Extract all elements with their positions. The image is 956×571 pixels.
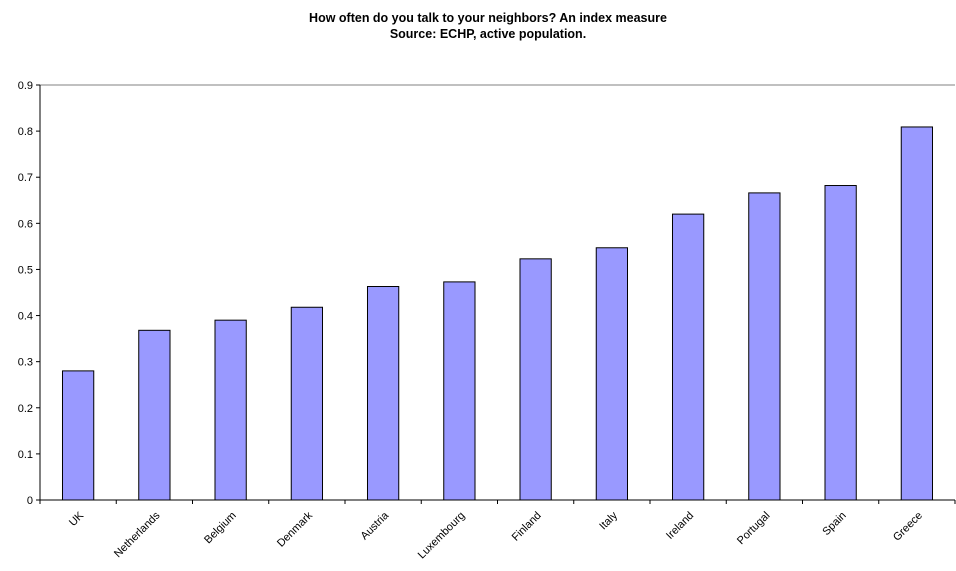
chart-title: How often do you talk to your neighbors?… bbox=[309, 11, 667, 25]
bar-finland bbox=[519, 258, 552, 501]
bar-denmark bbox=[290, 306, 324, 501]
x-tick-label: Greece bbox=[891, 510, 925, 544]
bar-italy bbox=[595, 247, 629, 501]
x-tick-labels: UK Netherlands Belgium Denmark Austria Luxemb… bbox=[67, 509, 925, 561]
x-tick-label: Austria bbox=[359, 509, 392, 542]
bar-spain bbox=[824, 185, 857, 501]
bar-greece bbox=[900, 126, 934, 501]
y-tick-label: 0.7 bbox=[18, 172, 33, 184]
bar-netherlands bbox=[138, 329, 171, 501]
chart-title-block: How often do you talk to your neighbors?… bbox=[0, 10, 956, 42]
x-tick-label: Portugal bbox=[735, 510, 772, 547]
chart-subtitle: Source: ECHP, active population. bbox=[389, 27, 587, 41]
x-axis bbox=[39, 499, 956, 504]
x-tick-label: Netherlands bbox=[112, 509, 163, 560]
y-axis: 0 0.1 0.2 0.3 0.4 0.5 0.6 0.7 0.8 0.9 bbox=[18, 80, 41, 507]
y-tick-label: 0.1 bbox=[18, 449, 33, 461]
y-tick-label: 0.6 bbox=[18, 218, 33, 230]
bars bbox=[61, 126, 934, 501]
bar-belgium bbox=[214, 319, 247, 501]
bar-portugal bbox=[748, 192, 781, 501]
y-tick-label: 0 bbox=[27, 495, 33, 507]
x-tick-label: Denmark bbox=[275, 509, 315, 549]
x-tick-label: Belgium bbox=[202, 510, 239, 547]
y-tick-label: 0.3 bbox=[18, 357, 33, 369]
bar-uk bbox=[61, 370, 95, 501]
x-tick-label: Finland bbox=[510, 510, 544, 544]
y-tick-label: 0.5 bbox=[18, 264, 33, 276]
x-tick-label: Luxembourg bbox=[416, 510, 468, 562]
y-tick-label: 0.9 bbox=[18, 80, 33, 92]
x-tick-label: UK bbox=[67, 509, 87, 529]
y-tick-label: 0.2 bbox=[18, 403, 33, 415]
y-tick-label: 0.4 bbox=[18, 311, 33, 323]
bar-ireland bbox=[671, 213, 705, 501]
x-tick-label: Spain bbox=[820, 510, 848, 538]
y-tick-label: 0.8 bbox=[18, 126, 33, 138]
bar-luxembourg bbox=[443, 281, 476, 501]
x-tick-label: Ireland bbox=[664, 510, 696, 542]
x-tick-label: Italy bbox=[597, 509, 620, 532]
bar-austria bbox=[366, 286, 400, 501]
